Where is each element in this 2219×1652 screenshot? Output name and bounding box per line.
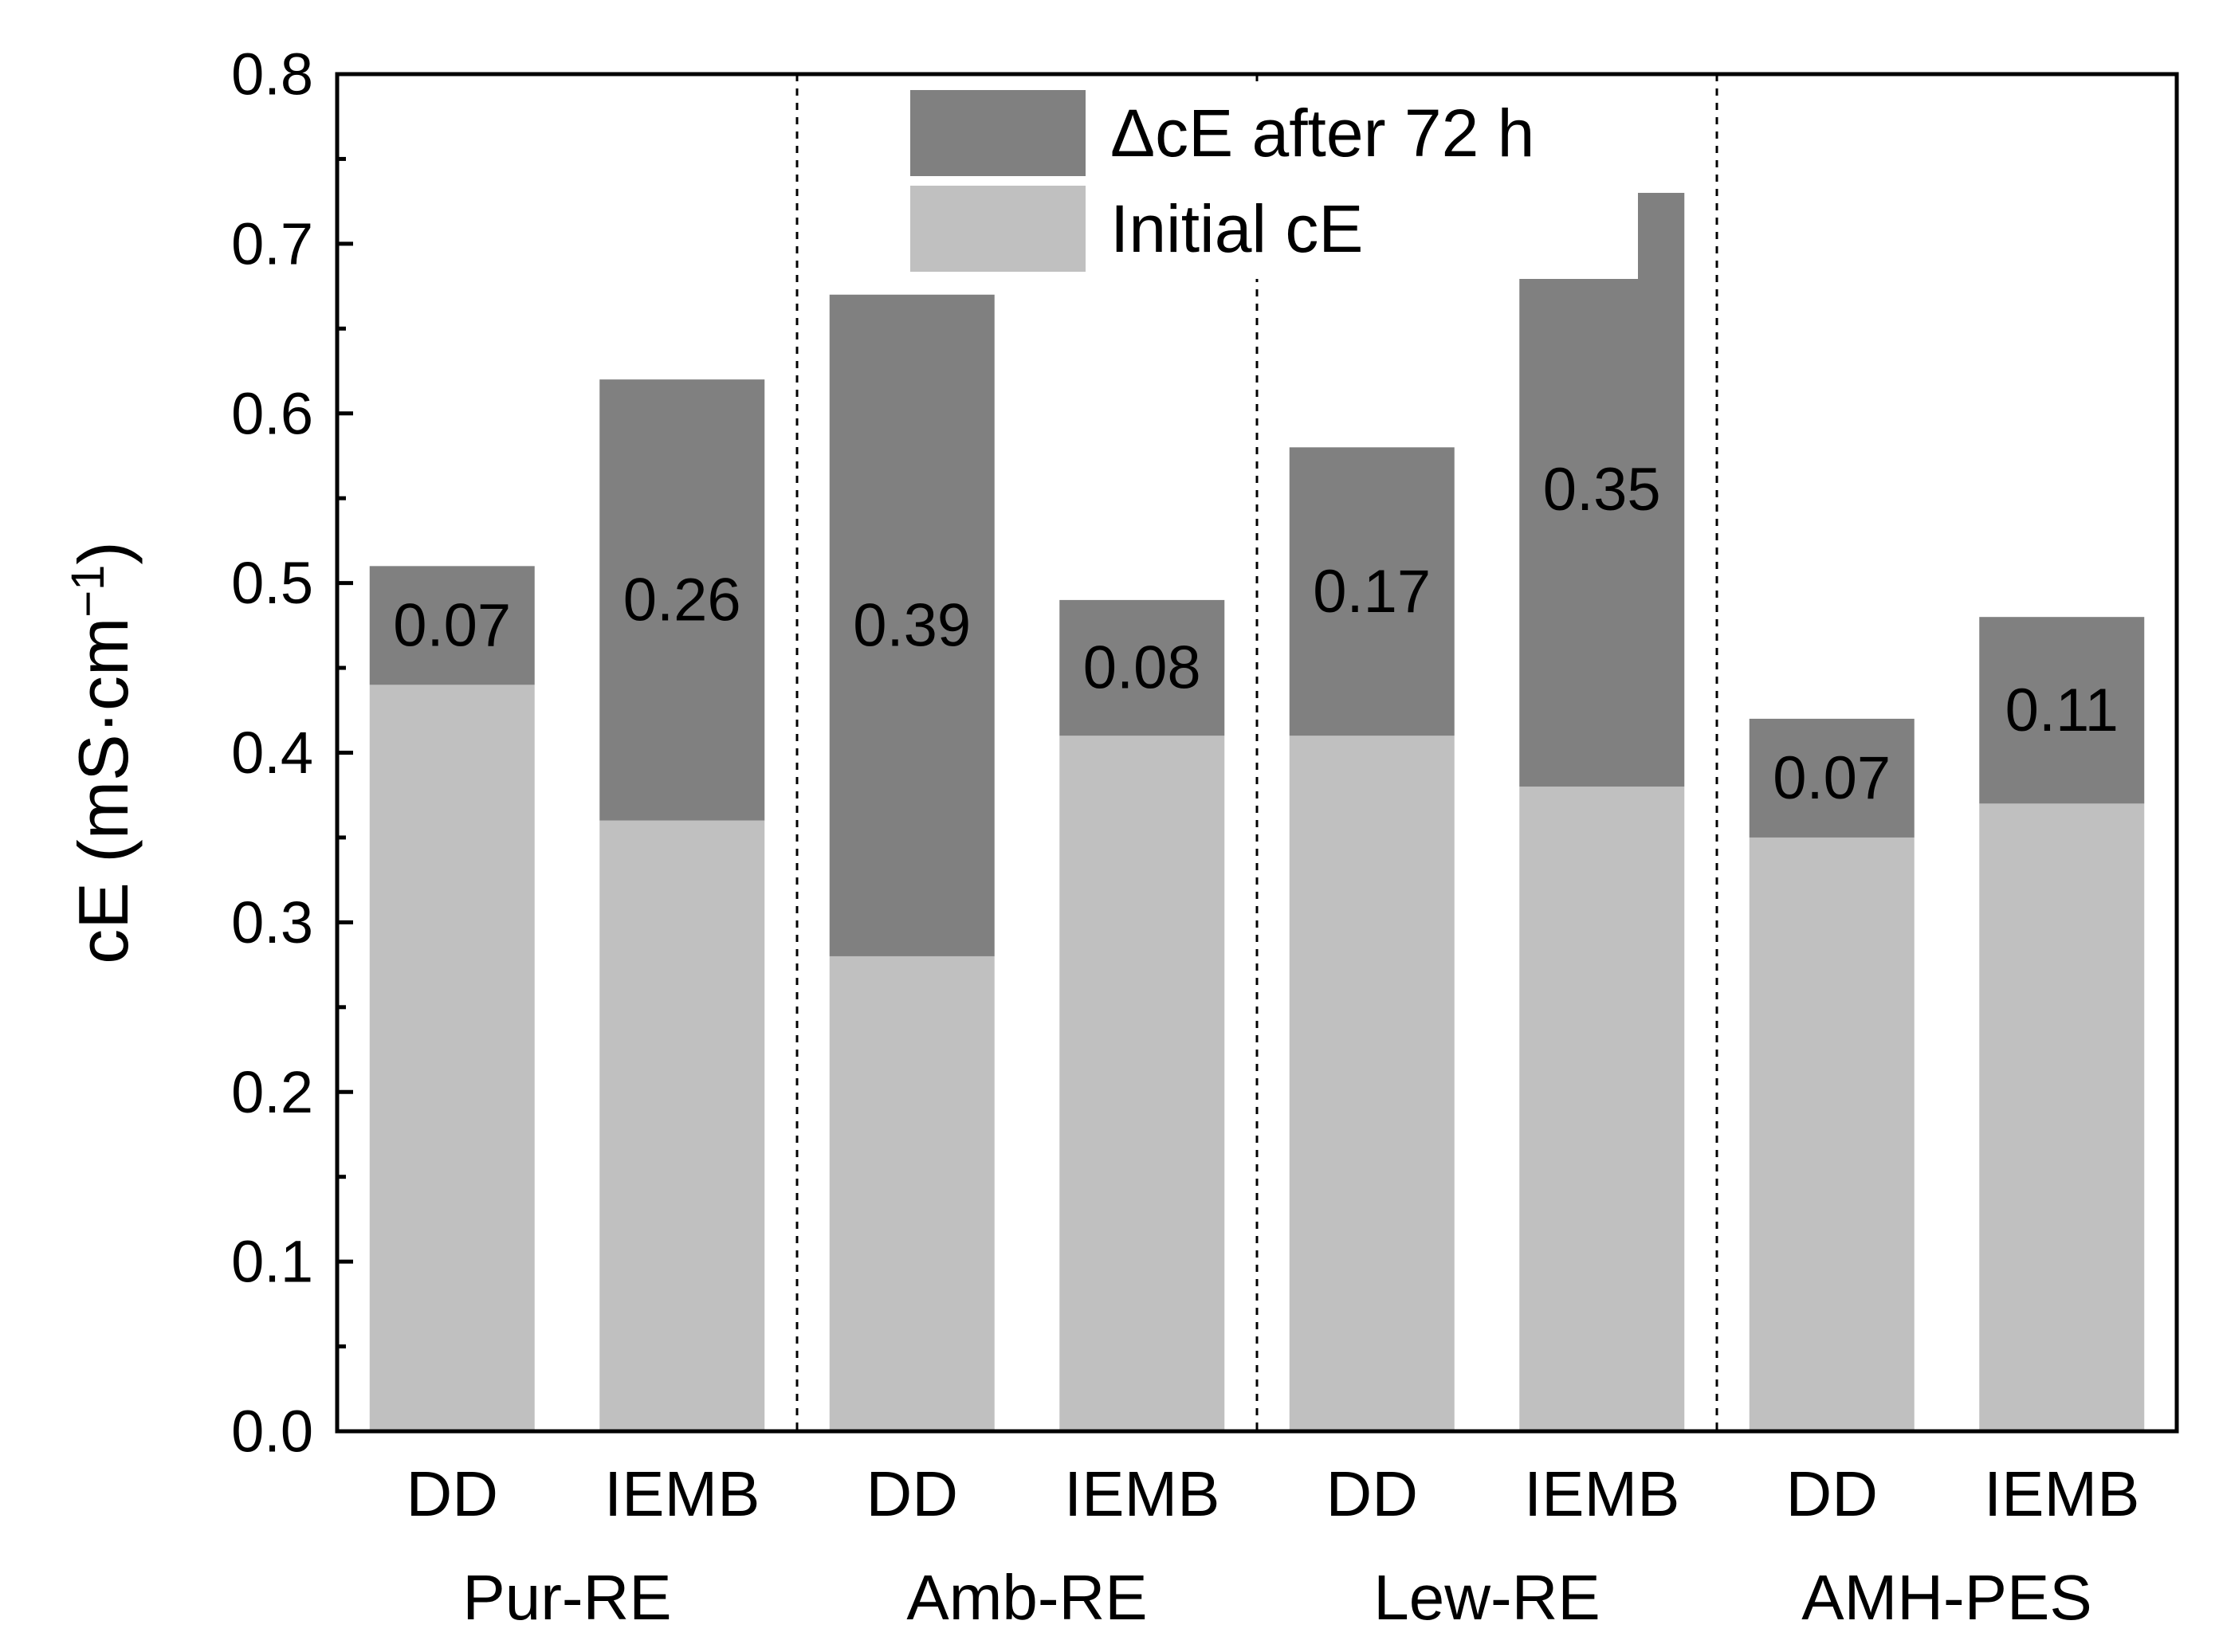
legend-label-delta: ΔcE after 72 h: [1110, 96, 1534, 171]
y-tick-label: 0.2: [231, 1059, 313, 1125]
y-tick-label: 0.5: [231, 550, 313, 616]
delta-value-label: 0.07: [1773, 744, 1891, 812]
axes: [335, 72, 2179, 1434]
bar-initial-pur-re-iemb: [599, 820, 765, 1431]
y-axis-label-close: ): [64, 541, 143, 564]
bar-delta-amb-re-iemb: [1059, 599, 1225, 736]
delta-value-label: 0.11: [2005, 677, 2119, 744]
y-tick-label: 0.3: [231, 889, 313, 955]
y-tick-label: 0.1: [231, 1229, 313, 1295]
y-tick-label: 0.0: [231, 1399, 313, 1465]
y-axis-label-superscript: −1: [62, 565, 114, 618]
delta-value-label: 0.17: [1313, 558, 1431, 626]
bar-initial-lew-re-dd: [1289, 736, 1455, 1431]
y-tick-label: 0.7: [231, 210, 313, 277]
bar-delta-lew-re-dd: [1289, 447, 1455, 736]
y-tick-label: 0.8: [231, 41, 313, 108]
group-label: Amb-RE: [906, 1562, 1147, 1633]
category-label: IEMB: [604, 1458, 760, 1529]
y-tick-label: 0.6: [231, 380, 313, 446]
bar-initial-amh-pes-iemb: [1979, 803, 2145, 1431]
delta-value-label: 0.08: [1083, 634, 1201, 702]
bar-delta-pur-re-dd: [369, 566, 535, 685]
bar-initial-pur-re-dd: [369, 685, 535, 1431]
category-label: IEMB: [1064, 1458, 1220, 1529]
delta-value-label: 0.35: [1543, 456, 1661, 524]
group-label: Pur-RE: [462, 1562, 671, 1633]
group-label: AMH-PES: [1801, 1562, 2092, 1633]
bar-initial-lew-re-iemb: [1519, 787, 1685, 1431]
y-tick-label: 0.4: [231, 720, 313, 786]
bars-layer: 0.07 0.26 0.39 0.08 0.17 0.35 0.07 0.11: [369, 193, 2145, 1431]
bar-delta-amb-re-dd: [829, 294, 995, 956]
category-label: IEMB: [1984, 1458, 2140, 1529]
delta-value-label: 0.26: [623, 566, 741, 634]
legend-label-initial: Initial cE: [1110, 191, 1363, 266]
bar-initial-amh-pes-dd: [1749, 837, 1915, 1431]
delta-value-label: 0.39: [853, 591, 971, 659]
category-label: DD: [1326, 1458, 1418, 1529]
y-axis-label: cE (mS·cm−1): [62, 541, 143, 964]
bar-initial-amb-re-iemb: [1059, 736, 1225, 1431]
category-label: IEMB: [1524, 1458, 1680, 1529]
legend-swatch-initial: [910, 186, 1086, 272]
group-separators: [795, 74, 1718, 1431]
legend: ΔcE after 72 h Initial cE: [905, 88, 1638, 279]
axis-labels: DD IEMB Pur-RE DD IEMB Amb-RE DD IEMB Lew-RE DD IE…: [62, 41, 2140, 1634]
bar-initial-amb-re-dd: [829, 955, 995, 1431]
y-axis-label-main: cE (mS·cm: [64, 618, 143, 964]
delta-value-label: 0.07: [393, 591, 511, 659]
bar-delta-amh-pes-dd: [1749, 718, 1915, 838]
group-label: Lew-RE: [1373, 1562, 1600, 1633]
bar-delta-pur-re-iemb: [599, 379, 765, 821]
legend-swatch-delta: [910, 90, 1086, 176]
category-label: DD: [406, 1458, 498, 1529]
bar-delta-lew-re-iemb: [1519, 193, 1685, 787]
bar-delta-amh-pes-iemb: [1979, 617, 2145, 804]
category-label: DD: [866, 1458, 958, 1529]
category-label: DD: [1785, 1458, 1878, 1529]
